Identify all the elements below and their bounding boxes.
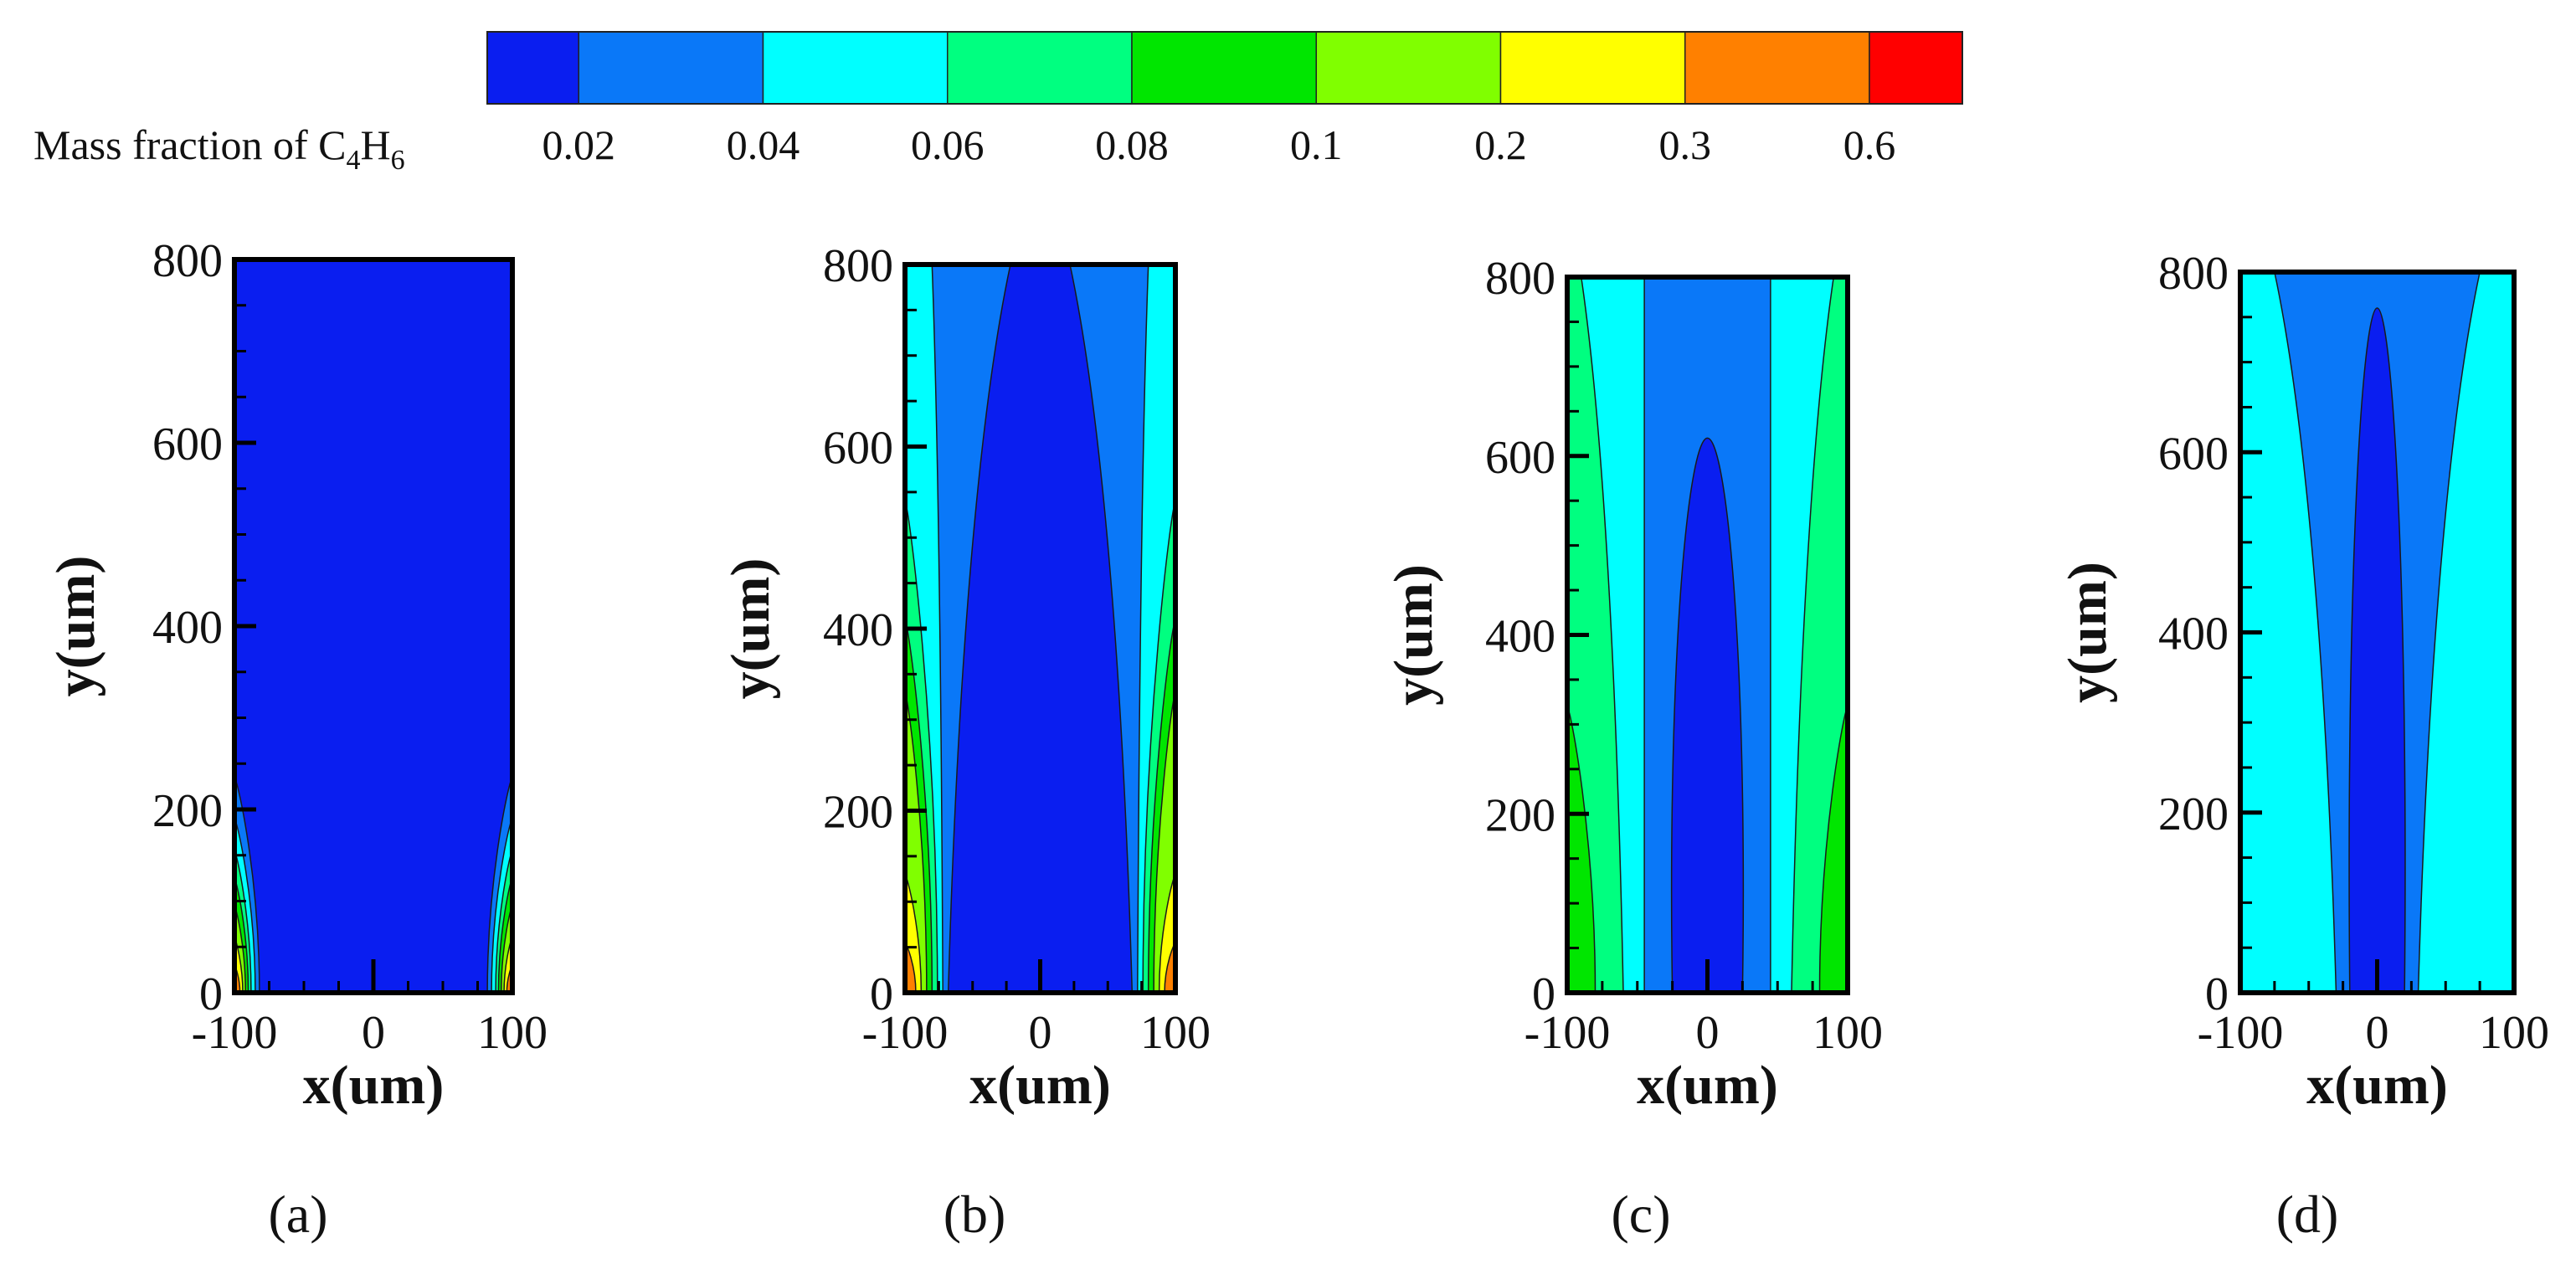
y-tick-label: 200 — [1485, 789, 1555, 841]
colorbar-segment — [1869, 31, 1963, 105]
y-axis-title: y(um) — [2057, 562, 2118, 703]
x-axis-title: x(um) — [969, 1055, 1111, 1116]
y-tick-label: 400 — [1485, 611, 1555, 663]
y-tick-label: 400 — [823, 604, 893, 656]
plot-area — [234, 259, 512, 993]
y-tick-label: 200 — [823, 787, 893, 839]
colorbar-segment — [946, 31, 1133, 105]
x-axis-title: x(um) — [1637, 1055, 1778, 1116]
plot-area — [905, 265, 1175, 993]
x-tick-label: 100 — [2479, 1007, 2549, 1059]
contour-background — [234, 259, 512, 993]
y-axis-title: y(um) — [45, 556, 106, 697]
contour-band — [2417, 272, 2514, 993]
contour-band — [1164, 942, 1175, 993]
plot-area — [2240, 272, 2514, 993]
colorbar-frame — [486, 31, 1963, 105]
y-axis-title: y(um) — [1383, 564, 1444, 706]
colorbar-level-label: 0.08 — [1095, 121, 1169, 168]
colorbar-level-label: 0.02 — [542, 121, 615, 168]
x-axis-title: x(um) — [2306, 1055, 2448, 1116]
colorbar-segment — [1131, 31, 1317, 105]
y-tick-label: 0 — [1532, 968, 1555, 1020]
panel-label: (c) — [1611, 1184, 1670, 1244]
x-tick-label: 0 — [1696, 1007, 1720, 1059]
colorbar-legend: 0.02 0.04 0.06 0.08 0.1 0.2 0.3 0.6 Mass fractio… — [33, 31, 1963, 176]
x-tick-label: -100 — [192, 1007, 278, 1059]
colorbar-title: Mass fraction of C4H6 — [33, 121, 405, 176]
colorbar-segment — [1499, 31, 1686, 105]
x-tick-label: 100 — [1140, 1007, 1211, 1059]
colorbar-segment — [486, 31, 579, 105]
contour-core — [2348, 307, 2406, 993]
panel-label: (d) — [2276, 1184, 2339, 1244]
colorbar-level-label: 0.2 — [1474, 121, 1527, 168]
x-tick-label: -100 — [1525, 1007, 1611, 1059]
contour-core — [1670, 437, 1745, 993]
x-tick-label: 0 — [1029, 1007, 1052, 1059]
y-tick-label: 600 — [2158, 428, 2229, 480]
colorbar-title-sub: 6 — [391, 145, 405, 176]
y-tick-label: 800 — [152, 235, 223, 287]
colorbar-segment — [578, 31, 764, 105]
colorbar-level-label: 0.3 — [1658, 121, 1711, 168]
x-axis-title: x(um) — [303, 1055, 445, 1116]
colorbar-segment — [1315, 31, 1502, 105]
y-tick-label: 600 — [1485, 432, 1555, 484]
colorbar-title-text: H — [361, 121, 391, 168]
y-tick-label: 600 — [152, 419, 223, 470]
y-tick-label: 400 — [2158, 609, 2229, 660]
colorbar-level-label: 0.6 — [1843, 121, 1896, 168]
y-tick-label: 400 — [152, 602, 223, 654]
y-tick-label: 800 — [1485, 253, 1555, 305]
y-tick-label: 0 — [2205, 968, 2229, 1020]
colorbar-title-sub: 4 — [347, 145, 361, 176]
contour-band — [905, 942, 917, 993]
colorbar-title-text: Mass fraction of C — [33, 121, 347, 168]
y-tick-label: 800 — [823, 240, 893, 292]
colorbar-segment — [1684, 31, 1870, 105]
x-tick-label: -100 — [2198, 1007, 2284, 1059]
y-tick-label: 800 — [2158, 248, 2229, 300]
x-tick-label: -100 — [862, 1007, 949, 1059]
colorbar-segment — [762, 31, 949, 105]
y-tick-label: 200 — [2158, 789, 2229, 840]
y-tick-label: 600 — [823, 423, 893, 475]
x-tick-label: 0 — [362, 1007, 385, 1059]
y-tick-label: 200 — [152, 785, 223, 837]
colorbar-level-label: 0.06 — [911, 121, 985, 168]
contour-band — [2240, 272, 2337, 993]
colorbar-level-label: 0.1 — [1290, 121, 1343, 168]
y-axis-title: y(um) — [720, 558, 781, 700]
panel-label: (b) — [944, 1184, 1006, 1244]
y-tick-label: 0 — [199, 968, 223, 1020]
x-tick-label: 0 — [2366, 1007, 2389, 1059]
colorbar-level-label: 0.04 — [727, 121, 800, 168]
y-tick-label: 0 — [870, 968, 893, 1020]
x-tick-label: 100 — [477, 1007, 548, 1059]
panel-label: (a) — [268, 1184, 327, 1244]
plot-area — [1567, 277, 1848, 993]
x-tick-label: 100 — [1812, 1007, 1883, 1059]
